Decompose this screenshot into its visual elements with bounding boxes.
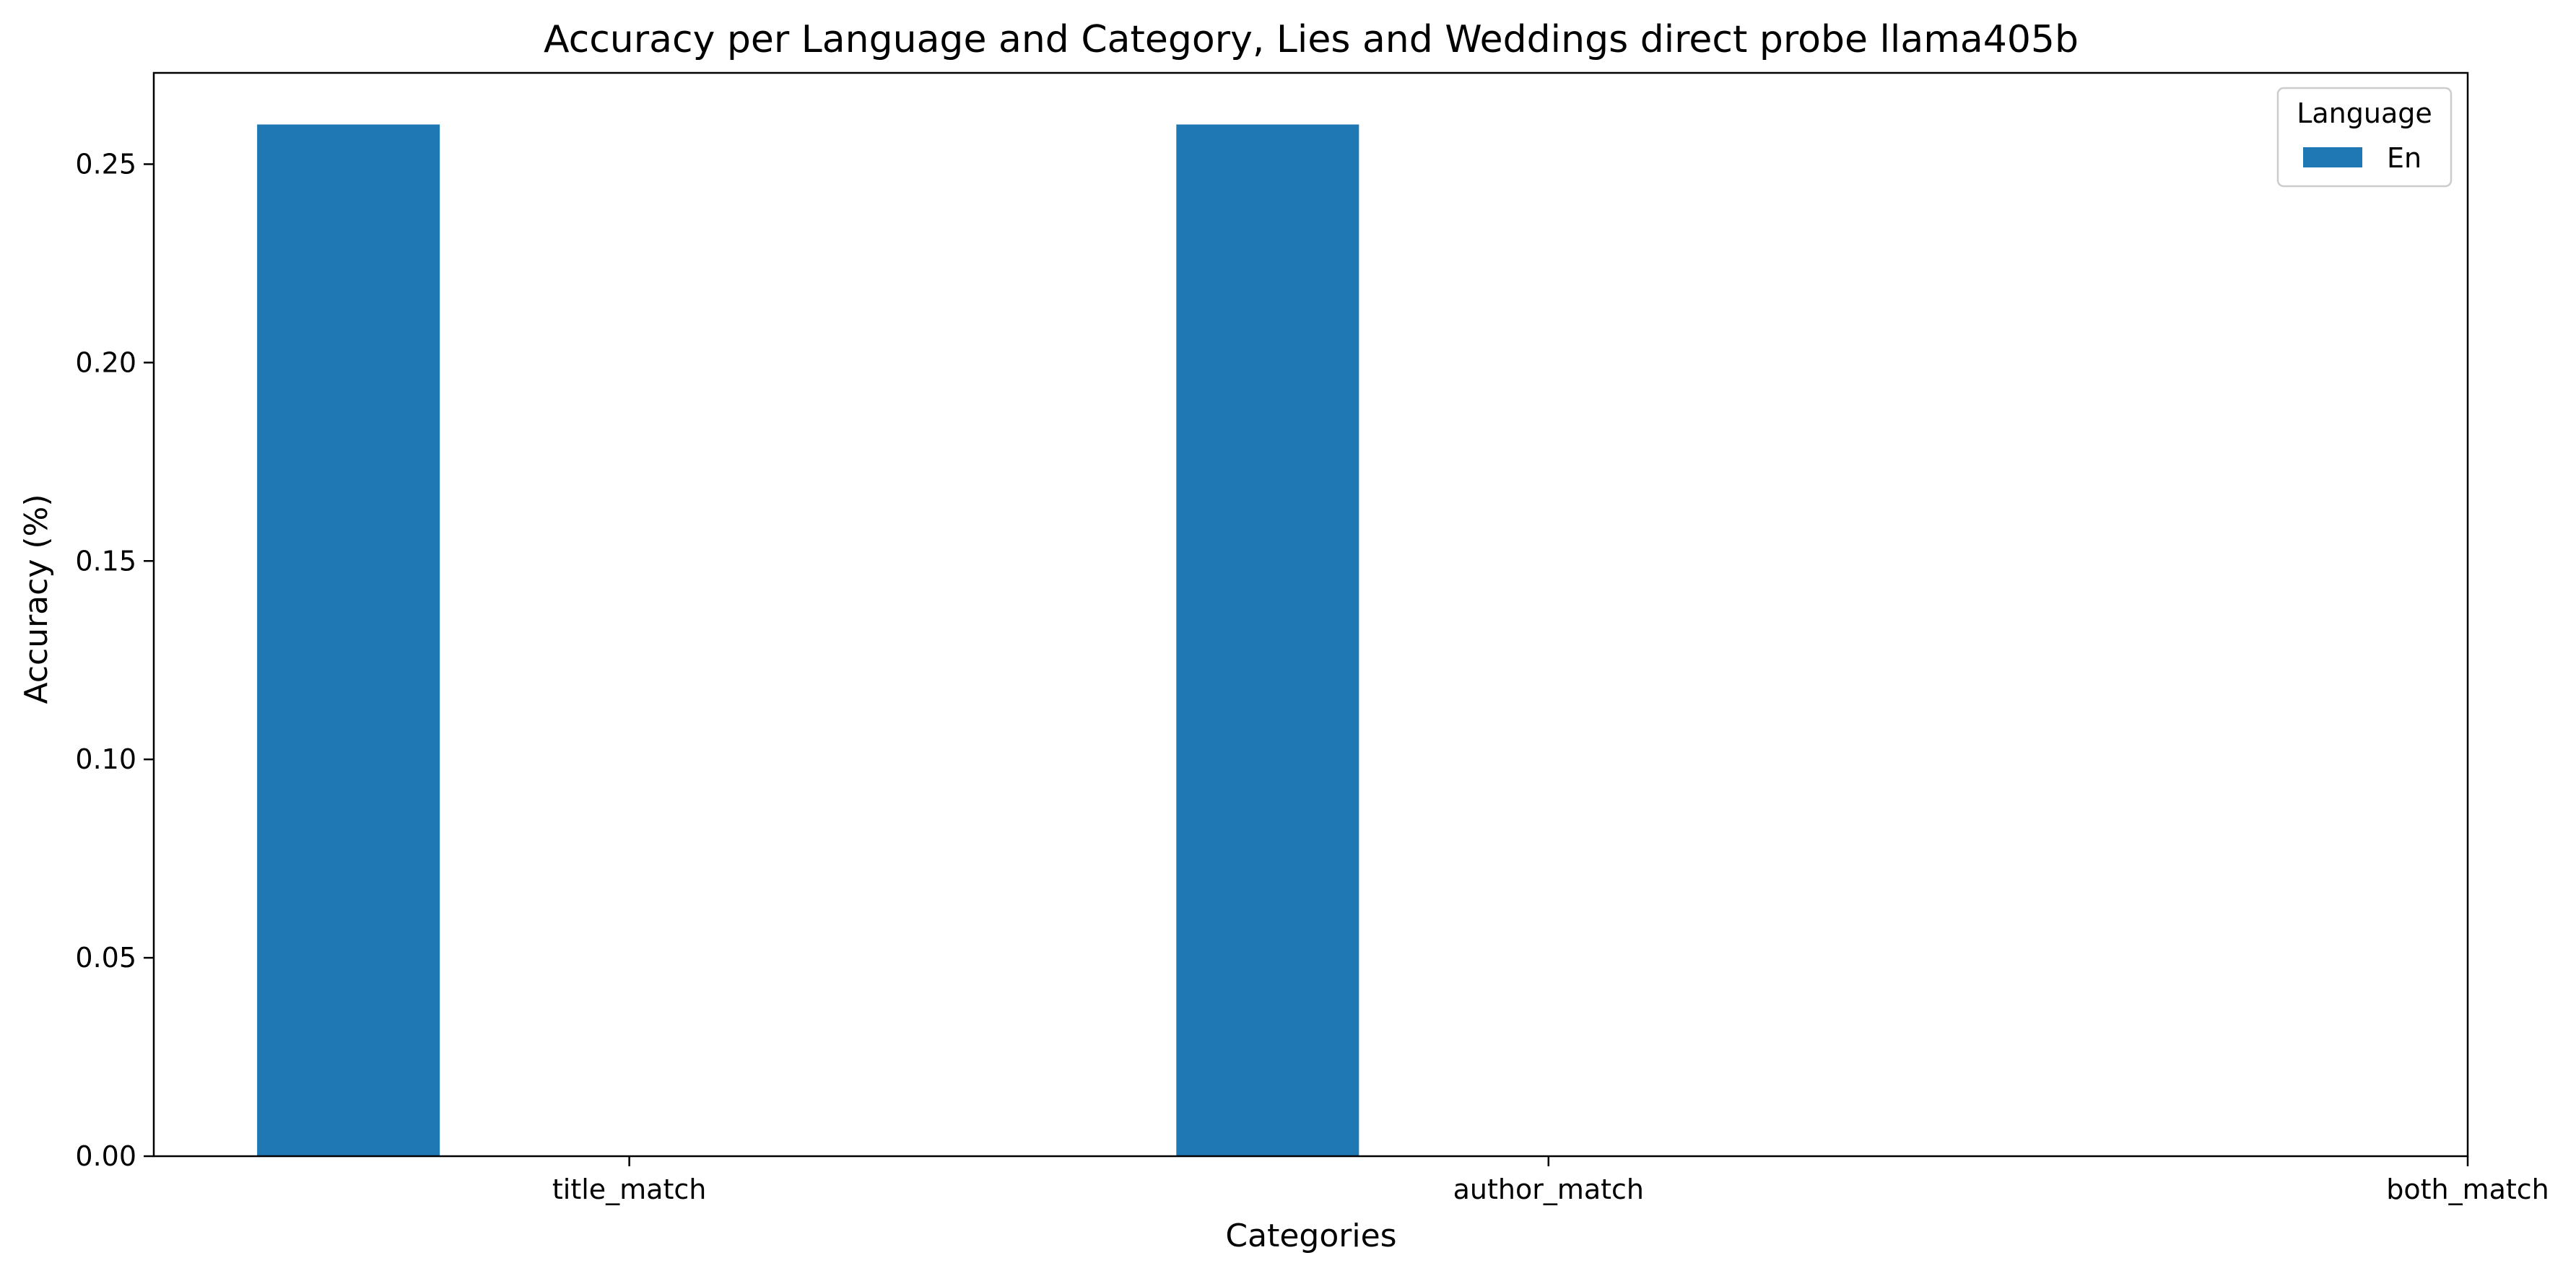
bars-layer <box>257 124 1359 1156</box>
x-axis: title_match author_match both_match <box>552 1156 2549 1205</box>
y-tick-label: 0.15 <box>75 545 136 577</box>
x-axis-label: Categories <box>1225 1218 1396 1254</box>
legend-label-en: En <box>2387 142 2421 174</box>
bar-title_match <box>257 124 440 1156</box>
y-tick-label: 0.05 <box>75 942 136 974</box>
legend-title: Language <box>2297 97 2432 129</box>
y-tick-label: 0.00 <box>75 1140 136 1172</box>
chart-title: Accuracy per Language and Category, Lies… <box>544 18 2079 61</box>
y-axis-label: Accuracy (%) <box>18 494 55 704</box>
y-tick-label: 0.10 <box>75 743 136 775</box>
y-axis: 0.00 0.05 0.10 0.15 0.20 0.25 <box>75 148 154 1172</box>
y-tick-label: 0.25 <box>75 148 136 180</box>
bar-author_match <box>1176 124 1359 1156</box>
y-tick-label: 0.20 <box>75 346 136 378</box>
x-tick-label: title_match <box>552 1174 706 1205</box>
plot-frame <box>152 71 2469 1158</box>
legend-swatch-en <box>2303 147 2362 167</box>
legend: Language En <box>2276 87 2453 188</box>
x-tick-label: both_match <box>2386 1174 2549 1205</box>
x-tick-label: author_match <box>1453 1174 1644 1205</box>
